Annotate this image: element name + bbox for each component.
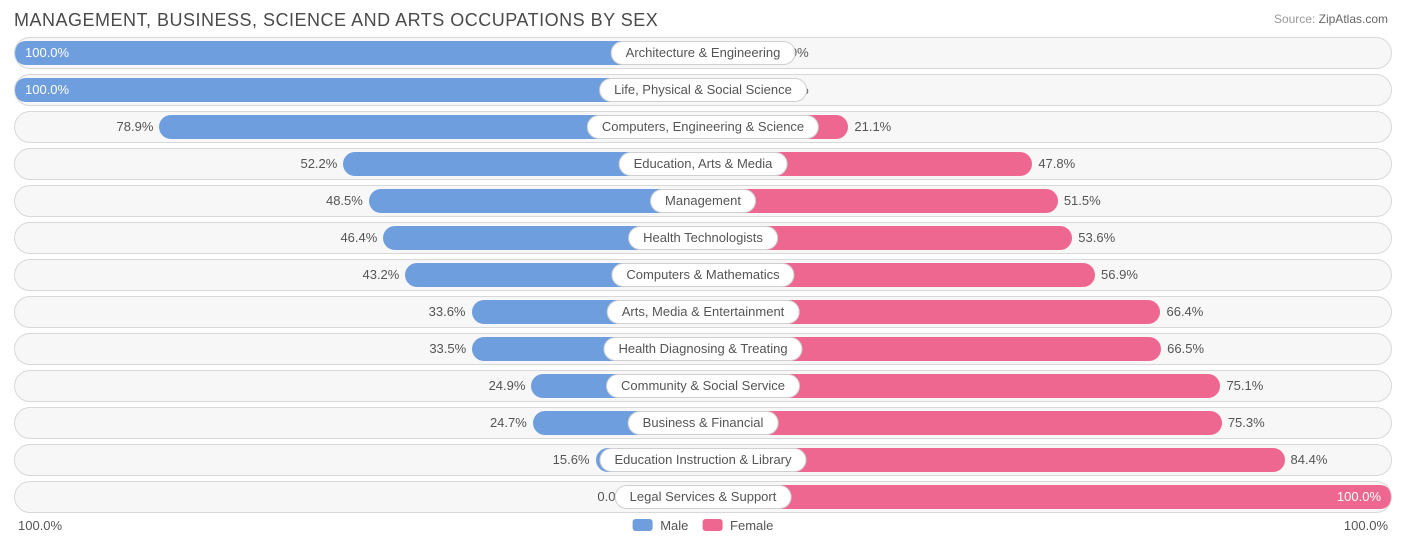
value-male: 78.9% <box>117 119 154 134</box>
category-label: Education Instruction & Library <box>599 448 806 472</box>
category-label: Architecture & Engineering <box>611 41 796 65</box>
value-male: 100.0% <box>25 82 69 97</box>
bar-female <box>703 189 1058 213</box>
value-male: 24.9% <box>489 378 526 393</box>
category-label: Health Diagnosing & Treating <box>603 337 802 361</box>
value-male: 48.5% <box>326 193 363 208</box>
value-male: 43.2% <box>362 267 399 282</box>
legend-female: Female <box>702 518 773 533</box>
swatch-male <box>633 519 653 531</box>
chart-row: 0.0%100.0%Legal Services & Support <box>14 481 1392 513</box>
axis-right-label: 100.0% <box>1344 518 1388 533</box>
value-female: 84.4% <box>1291 452 1328 467</box>
value-female: 51.5% <box>1064 193 1101 208</box>
value-female: 75.1% <box>1226 378 1263 393</box>
chart-row: 100.0%0.0%Life, Physical & Social Scienc… <box>14 74 1392 106</box>
value-female: 56.9% <box>1101 267 1138 282</box>
chart-row: 24.7% 75.3% Business & Financial <box>14 407 1392 439</box>
swatch-female <box>702 519 722 531</box>
category-label: Computers & Mathematics <box>611 263 794 287</box>
source-value: ZipAtlas.com <box>1319 12 1388 26</box>
chart-area: 100.0%0.0%Architecture & Engineering100.… <box>14 37 1392 513</box>
value-male: 33.5% <box>429 341 466 356</box>
category-label: Life, Physical & Social Science <box>599 78 807 102</box>
source-label: Source: <box>1274 12 1315 26</box>
category-label: Computers, Engineering & Science <box>587 115 819 139</box>
chart-row: 33.5% 66.5% Health Diagnosing & Treating <box>14 333 1392 365</box>
chart-row: 24.9% 75.1% Community & Social Service <box>14 370 1392 402</box>
value-male: 24.7% <box>490 415 527 430</box>
chart-row: 78.9% 21.1% Computers, Engineering & Scien… <box>14 111 1392 143</box>
value-female: 100.0% <box>1337 489 1381 504</box>
value-female: 66.4% <box>1166 304 1203 319</box>
value-male: 33.6% <box>429 304 466 319</box>
bar-female <box>703 411 1222 435</box>
value-female: 21.1% <box>854 119 891 134</box>
legend-female-label: Female <box>730 518 773 533</box>
category-label: Business & Financial <box>628 411 779 435</box>
category-label: Arts, Media & Entertainment <box>607 300 800 324</box>
chart-row: 100.0%0.0%Architecture & Engineering <box>14 37 1392 69</box>
source-attribution: Source: ZipAtlas.com <box>1274 12 1388 26</box>
axis-left-label: 100.0% <box>18 518 62 533</box>
legend-male: Male <box>633 518 689 533</box>
bar-female <box>703 485 1392 509</box>
legend: Male Female <box>633 518 774 533</box>
bar-male <box>14 41 703 65</box>
chart-row: 43.2% 56.9% Computers & Mathematics <box>14 259 1392 291</box>
chart-row: 46.4% 53.6% Health Technologists <box>14 222 1392 254</box>
category-label: Health Technologists <box>628 226 778 250</box>
axis-row: 100.0% Male Female 100.0% <box>14 518 1392 538</box>
category-label: Education, Arts & Media <box>619 152 788 176</box>
category-label: Management <box>650 189 756 213</box>
chart-row: 15.6% 84.4% Education Instruction & Librar… <box>14 444 1392 476</box>
value-female: 75.3% <box>1228 415 1265 430</box>
chart-row: 52.2% 47.8% Education, Arts & Media <box>14 148 1392 180</box>
value-male: 46.4% <box>340 230 377 245</box>
value-female: 53.6% <box>1078 230 1115 245</box>
value-female: 47.8% <box>1038 156 1075 171</box>
value-male: 15.6% <box>553 452 590 467</box>
value-male: 52.2% <box>300 156 337 171</box>
category-label: Legal Services & Support <box>615 485 792 509</box>
chart-row: 48.5% 51.5% Management <box>14 185 1392 217</box>
category-label: Community & Social Service <box>606 374 800 398</box>
chart-title: MANAGEMENT, BUSINESS, SCIENCE AND ARTS O… <box>14 10 1392 31</box>
legend-male-label: Male <box>660 518 688 533</box>
value-female: 66.5% <box>1167 341 1204 356</box>
chart-row: 33.6% 66.4% Arts, Media & Entertainment <box>14 296 1392 328</box>
value-male: 100.0% <box>25 45 69 60</box>
